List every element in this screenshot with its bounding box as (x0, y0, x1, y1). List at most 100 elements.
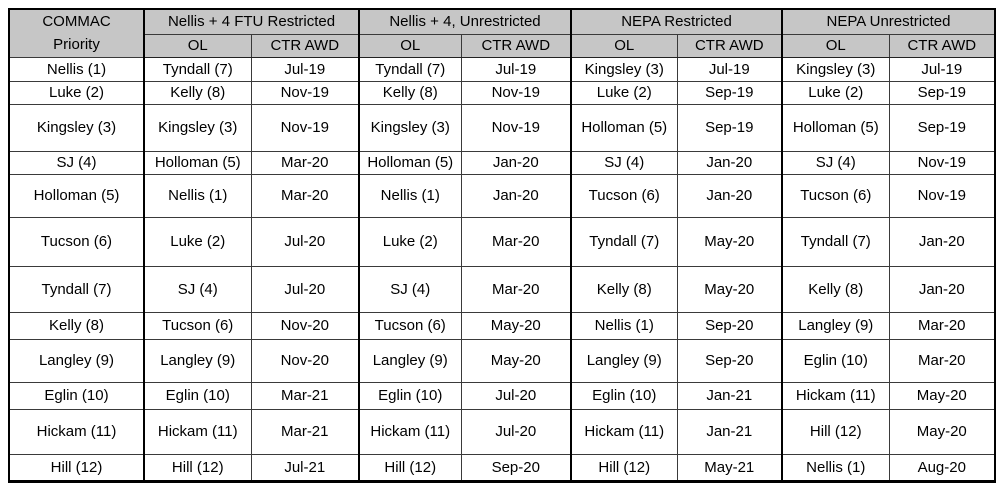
ol-cell: Nellis (1) (781, 453, 890, 482)
ctr-awd-cell: Jan-21 (676, 408, 783, 455)
subheader-ol: OL (143, 33, 252, 58)
ctr-awd-cell: Mar-20 (888, 311, 996, 340)
ol-cell: Langley (9) (358, 338, 462, 383)
subheader-ctr-awd: CTR AWD (250, 33, 360, 58)
priority-cell: Holloman (5) (8, 173, 145, 218)
ol-cell: SJ (4) (358, 265, 462, 313)
ctr-awd-cell: Nov-19 (460, 80, 572, 105)
ol-cell: Eglin (10) (143, 381, 252, 410)
commac-header-line1: COMMAC (42, 13, 111, 31)
ctr-awd-cell: Mar-20 (460, 265, 572, 313)
ctr-awd-cell: Sep-19 (676, 80, 783, 105)
group-header-nepa-unrestricted: NEPA Unrestricted (781, 8, 996, 35)
ctr-awd-cell: Nov-19 (250, 80, 360, 105)
ol-cell: Eglin (10) (781, 338, 890, 383)
priority-cell: Hill (12) (8, 453, 145, 482)
ctr-awd-cell: May-20 (676, 265, 783, 313)
ctr-awd-cell: May-20 (888, 408, 996, 455)
ol-cell: Nellis (1) (358, 173, 462, 218)
ol-cell: Kingsley (3) (143, 103, 252, 152)
ol-cell: Hickam (11) (358, 408, 462, 455)
ctr-awd-cell: Sep-19 (888, 80, 996, 105)
ol-cell: Hill (12) (358, 453, 462, 482)
ol-cell: Tucson (6) (358, 311, 462, 340)
ol-cell: Hickam (11) (143, 408, 252, 455)
ctr-awd-cell: Mar-21 (250, 381, 360, 410)
ctr-awd-cell: Aug-20 (888, 453, 996, 482)
ol-cell: Nellis (1) (570, 311, 678, 340)
priority-cell: Langley (9) (8, 338, 145, 383)
ol-cell: Hill (12) (143, 453, 252, 482)
ol-cell: SJ (4) (781, 150, 890, 175)
ctr-awd-cell: Jul-19 (888, 56, 996, 82)
priority-cell: Hickam (11) (8, 408, 145, 455)
ctr-awd-cell: Jan-20 (888, 265, 996, 313)
ctr-awd-cell: Mar-20 (250, 173, 360, 218)
table-row: SJ (4) Holloman (5) Mar-20 Holloman (5) Jan-… (8, 150, 996, 175)
ctr-awd-cell: Sep-19 (676, 103, 783, 152)
group-header-row: COMMAC Priority Nellis + 4 FTU Restricte… (8, 8, 996, 58)
ctr-awd-cell: Jul-20 (460, 381, 572, 410)
ol-cell: Holloman (5) (358, 150, 462, 175)
table-row: Luke (2) Kelly (8) Nov-19 Kelly (8) Nov-19 Lu… (8, 80, 996, 105)
ctr-awd-cell: Nov-19 (888, 150, 996, 175)
ol-cell: Kingsley (3) (781, 56, 890, 82)
ol-cell: Hill (12) (570, 453, 678, 482)
ol-cell: Holloman (5) (781, 103, 890, 152)
priority-cell: SJ (4) (8, 150, 145, 175)
group-header-nellis-4-unrestricted: Nellis + 4, Unrestricted (358, 8, 572, 35)
ol-cell: Tyndall (7) (358, 56, 462, 82)
ol-cell: Luke (2) (570, 80, 678, 105)
ctr-awd-cell: Jan-20 (676, 173, 783, 218)
group-header-nellis-4-ftu-restricted: Nellis + 4 FTU Restricted (143, 8, 360, 35)
ol-cell: Kingsley (3) (570, 56, 678, 82)
table-row: Hill (12) Hill (12) Jul-21 Hill (12) Sep-20 H… (8, 453, 996, 482)
ctr-awd-cell: Jul-20 (250, 265, 360, 313)
ctr-awd-cell: May-20 (676, 216, 783, 267)
table-row: Eglin (10) Eglin (10) Mar-21 Eglin (10) Jul-… (8, 381, 996, 410)
ol-cell: Luke (2) (781, 80, 890, 105)
ol-cell: Tucson (6) (143, 311, 252, 340)
ctr-awd-cell: Mar-20 (888, 338, 996, 383)
ctr-awd-cell: Jul-20 (250, 216, 360, 267)
table-row: Kingsley (3) Kingsley (3) Nov-19 Kingsley (… (8, 103, 996, 152)
ctr-awd-cell: Jul-19 (460, 56, 572, 82)
priority-cell: Luke (2) (8, 80, 145, 105)
ol-cell: Kelly (8) (781, 265, 890, 313)
ctr-awd-cell: Jan-20 (888, 216, 996, 267)
ctr-awd-cell: Sep-20 (676, 338, 783, 383)
ctr-awd-cell: May-21 (676, 453, 783, 482)
ctr-awd-cell: Sep-19 (888, 103, 996, 152)
priority-cell: Nellis (1) (8, 56, 145, 82)
table-row: Nellis (1) Tyndall (7) Jul-19 Tyndall (7) Ju… (8, 56, 996, 82)
ol-cell: Tucson (6) (570, 173, 678, 218)
subheader-ol: OL (358, 33, 462, 58)
subheader-ol: OL (570, 33, 678, 58)
ol-cell: Kelly (8) (570, 265, 678, 313)
table-row: Hickam (11) Hickam (11) Mar-21 Hickam (11) J… (8, 408, 996, 455)
ctr-awd-cell: Mar-20 (250, 150, 360, 175)
ctr-awd-cell: Jan-20 (460, 173, 572, 218)
priority-cell: Kingsley (3) (8, 103, 145, 152)
table-row: Langley (9) Langley (9) Nov-20 Langley (9) M… (8, 338, 996, 383)
ctr-awd-cell: Jan-21 (676, 381, 783, 410)
ctr-awd-cell: May-20 (460, 338, 572, 383)
ctr-awd-cell: Jul-21 (250, 453, 360, 482)
ctr-awd-cell: Jan-20 (676, 150, 783, 175)
subheader-ol: OL (781, 33, 890, 58)
ol-cell: Tyndall (7) (570, 216, 678, 267)
ol-cell: Tyndall (7) (143, 56, 252, 82)
ol-cell: Hickam (11) (570, 408, 678, 455)
ol-cell: Holloman (5) (570, 103, 678, 152)
table-row: Kelly (8) Tucson (6) Nov-20 Tucson (6) May-2… (8, 311, 996, 340)
ctr-awd-cell: May-20 (460, 311, 572, 340)
ctr-awd-cell: May-20 (888, 381, 996, 410)
ctr-awd-cell: Jul-19 (676, 56, 783, 82)
ol-cell: Nellis (1) (143, 173, 252, 218)
ctr-awd-cell: Jul-20 (460, 408, 572, 455)
ol-cell: Kingsley (3) (358, 103, 462, 152)
ol-cell: Hill (12) (781, 408, 890, 455)
ol-cell: Hickam (11) (781, 381, 890, 410)
ctr-awd-cell: Mar-20 (460, 216, 572, 267)
